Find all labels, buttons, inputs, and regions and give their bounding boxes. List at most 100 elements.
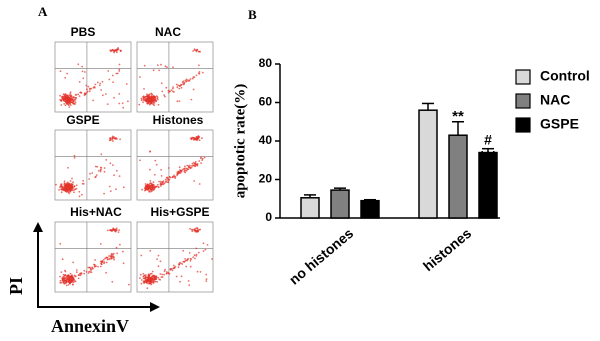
event-dot xyxy=(211,258,213,260)
event-dot xyxy=(178,87,181,90)
event-dot xyxy=(163,273,165,276)
event-dot xyxy=(193,180,196,182)
event-dot xyxy=(93,264,96,266)
event-dot xyxy=(146,287,149,290)
event-dot xyxy=(127,100,129,103)
event-dot xyxy=(91,267,94,270)
event-dot xyxy=(201,71,204,74)
event-dot xyxy=(144,274,147,276)
event-dot xyxy=(74,101,77,104)
event-dot xyxy=(116,48,119,50)
event-dot xyxy=(187,79,189,81)
legend-swatch xyxy=(515,93,531,109)
event-dot xyxy=(140,279,143,281)
event-dot xyxy=(73,154,76,157)
event-dot xyxy=(148,96,151,98)
event-dot xyxy=(68,186,71,189)
event-dot xyxy=(119,138,121,141)
bar xyxy=(330,189,350,219)
event-dot xyxy=(194,257,196,260)
event-dot xyxy=(166,66,168,69)
event-dot xyxy=(157,254,160,257)
event-dot xyxy=(169,90,171,93)
event-dot xyxy=(191,77,194,80)
event-dot xyxy=(65,100,68,103)
event-dot xyxy=(55,183,57,186)
event-dot xyxy=(75,269,78,271)
annotation: ** xyxy=(452,108,464,125)
event-dot xyxy=(140,97,143,100)
event-dot xyxy=(167,181,170,184)
event-dot xyxy=(62,187,65,190)
event-dot xyxy=(191,230,194,233)
event-dot xyxy=(60,183,63,186)
event-dot xyxy=(98,84,101,87)
event-dot xyxy=(89,271,92,273)
event-dot xyxy=(193,76,196,78)
event-dot xyxy=(197,137,200,140)
event-dot xyxy=(165,86,168,89)
event-dot xyxy=(117,231,120,234)
event-dot xyxy=(94,83,97,86)
event-dot xyxy=(109,255,112,258)
x-axis-title: AnnexinV xyxy=(51,316,129,336)
event-dot xyxy=(63,188,66,191)
event-dot xyxy=(96,81,99,84)
event-dot xyxy=(70,95,73,97)
event-dot xyxy=(194,49,197,52)
event-dot xyxy=(183,83,185,86)
event-dot xyxy=(192,138,195,141)
event-dot xyxy=(100,167,103,169)
event-dot xyxy=(122,250,124,253)
event-dot xyxy=(205,280,208,282)
event-dot xyxy=(115,169,118,172)
panel-label: B xyxy=(248,7,257,22)
event-dot xyxy=(139,159,141,162)
event-dot xyxy=(161,182,164,184)
event-dot xyxy=(152,101,155,104)
event-dot xyxy=(192,50,195,52)
event-dot xyxy=(192,164,195,167)
event-dot xyxy=(106,103,109,105)
event-dot xyxy=(180,275,183,278)
event-dot xyxy=(65,280,68,282)
event-dot xyxy=(178,263,181,266)
event-dot xyxy=(112,252,115,255)
bar xyxy=(478,151,498,219)
event-dot xyxy=(182,249,185,252)
event-dot xyxy=(140,282,143,285)
event-dot xyxy=(157,265,160,268)
event-dot xyxy=(181,263,184,265)
event-dot xyxy=(173,174,175,177)
event-dot xyxy=(67,284,70,286)
event-dot xyxy=(168,175,171,178)
event-dot xyxy=(194,165,197,168)
plot-label: His+GSPE xyxy=(150,205,209,219)
event-dot xyxy=(116,252,118,255)
event-dot xyxy=(108,139,111,142)
event-dot xyxy=(63,182,66,184)
event-dot xyxy=(147,188,149,191)
event-dot xyxy=(107,229,109,232)
event-dot xyxy=(111,137,114,139)
event-dot xyxy=(70,185,73,188)
event-dot xyxy=(194,163,197,165)
event-dot xyxy=(92,86,95,89)
event-dot xyxy=(192,256,195,258)
event-dot xyxy=(86,91,88,94)
event-dot xyxy=(73,102,75,105)
event-dot xyxy=(145,186,148,189)
event-dot xyxy=(201,137,203,140)
event-dot xyxy=(147,275,150,277)
event-dot xyxy=(87,266,90,269)
event-dot xyxy=(62,95,64,98)
event-dot xyxy=(183,81,186,84)
event-dot xyxy=(150,190,153,193)
event-dot xyxy=(70,101,73,104)
event-dot xyxy=(148,186,151,189)
event-dot xyxy=(59,275,61,278)
event-dot xyxy=(68,106,71,108)
event-dot xyxy=(113,50,115,53)
event-dot xyxy=(152,280,155,283)
